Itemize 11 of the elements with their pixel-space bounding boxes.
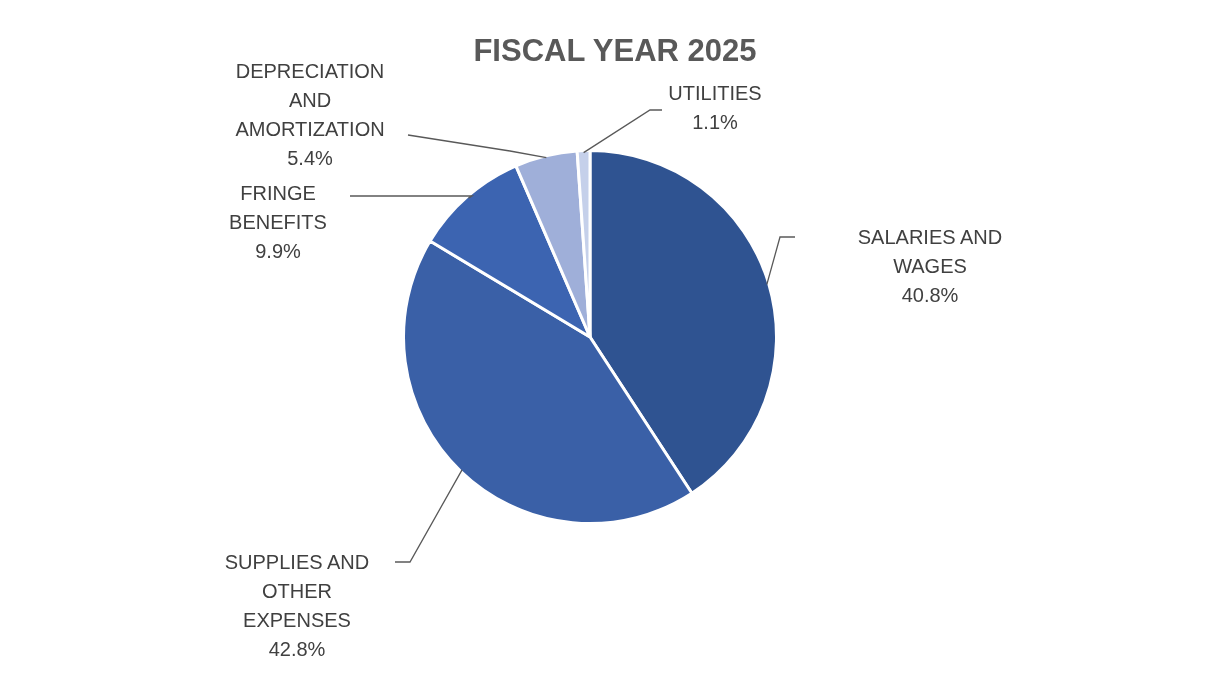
slice-label: FRINGE BENEFITS: [229, 181, 327, 233]
slice-label: DEPRECIATION AND AMORTIZATION: [235, 59, 385, 140]
chart-title: FISCAL YEAR 2025: [473, 32, 757, 68]
slice-label: SALARIES AND WAGES: [857, 225, 1003, 277]
data-label: 42.8%: [268, 637, 326, 660]
data-label: 5.4%: [287, 146, 334, 169]
data-label: 9.9%: [255, 239, 302, 262]
slice-label: SUPPLIES AND OTHER EXPENSES: [224, 550, 370, 631]
data-label: 1.1%: [692, 110, 739, 133]
data-label: 40.8%: [901, 283, 959, 306]
slice-label: UTILITIES: [668, 81, 762, 104]
